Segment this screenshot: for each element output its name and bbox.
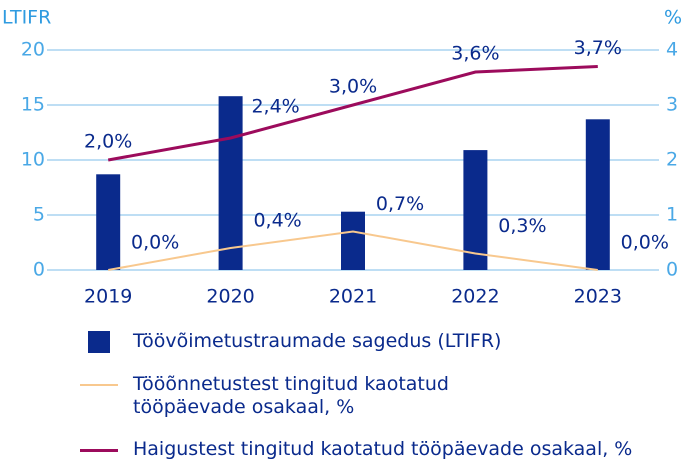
legend-item: Töövõimetustraumade sagedus (LTIFR)	[80, 330, 673, 354]
data-label: 2,4%	[251, 96, 299, 118]
legend-key	[80, 438, 120, 462]
data-label: 0,7%	[376, 193, 424, 215]
chart: LTIFR % 0 5 10 15 20 0 1 2 3 4 2019 2020 2021 2022 202…	[2, 7, 682, 308]
data-label: 2,0%	[84, 131, 132, 153]
line	[107, 65, 598, 162]
line	[108, 230, 598, 271]
bar	[585, 119, 610, 270]
y-tick-label: 0	[33, 259, 45, 281]
y2-tick-label: 0	[666, 259, 678, 281]
data-label: 3,0%	[329, 76, 377, 98]
data-label: 3,7%	[574, 37, 622, 59]
bar	[341, 211, 365, 270]
legend-label: Töövõimetustraumade sagedus (LTIFR)	[133, 330, 502, 352]
y-axis-label: LTIFR	[2, 7, 51, 29]
bar	[218, 96, 243, 270]
data-label: 0,4%	[253, 210, 301, 232]
legend-label: Haigustest tingitud kaotatud tööpäevade …	[133, 438, 633, 460]
y2-tick-label: 1	[666, 204, 678, 226]
bar	[463, 150, 488, 270]
x-tick-label: 2020	[206, 286, 254, 308]
legend-label: Tööõnnetustest tingitud kaotatud tööpäev…	[133, 373, 449, 418]
legend-key	[80, 330, 120, 354]
y-tick-label: 15	[21, 94, 45, 116]
y2-tick-label: 3	[666, 94, 678, 116]
x-tick-label: 2022	[451, 286, 499, 308]
bar	[96, 174, 121, 270]
y-tick-label: 20	[21, 39, 45, 61]
x-tick-label: 2021	[329, 286, 377, 308]
y-tick-label: 10	[21, 149, 45, 171]
data-label: 0,0%	[131, 232, 179, 254]
x-tick-label: 2023	[574, 286, 622, 308]
y2-axis-label: %	[664, 7, 682, 29]
data-label: 3,6%	[451, 43, 499, 65]
data-label: 0,3%	[498, 215, 546, 237]
x-tick-label: 2019	[84, 286, 132, 308]
legend-item: Haigustest tingitud kaotatud tööpäevade …	[80, 438, 673, 462]
y2-tick-label: 4	[666, 39, 678, 61]
y2-tick-label: 2	[666, 149, 678, 171]
data-label: 0,0%	[621, 232, 669, 254]
legend-key	[80, 373, 120, 397]
y-tick-label: 5	[33, 204, 45, 226]
legend-item: Tööõnnetustest tingitud kaotatud tööpäev…	[80, 373, 453, 419]
